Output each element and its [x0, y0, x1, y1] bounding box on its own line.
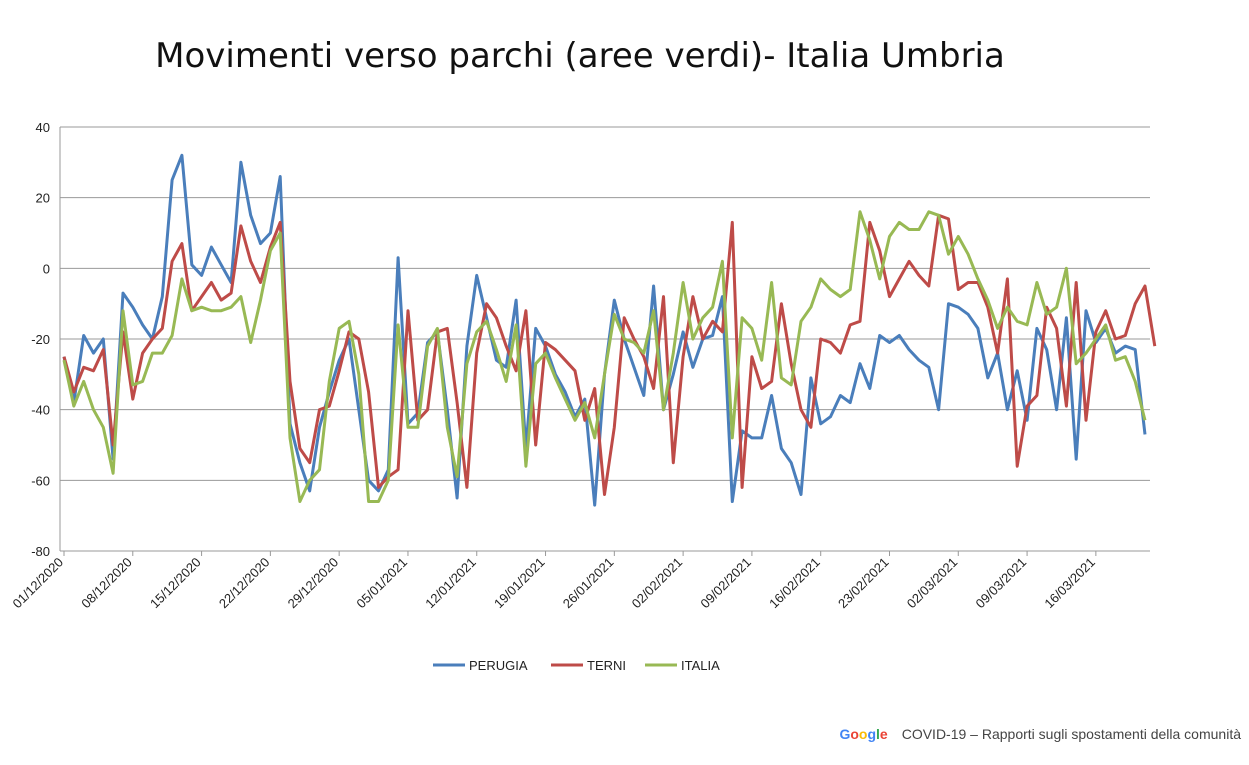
x-tick-label: 05/01/2021 [353, 555, 410, 612]
y-tick-label: -40 [31, 403, 50, 418]
x-tick-label: 02/03/2021 [904, 555, 961, 612]
legend-label-perugia: PERUGIA [469, 658, 528, 673]
y-tick-label: -20 [31, 332, 50, 347]
x-tick-label: 26/01/2021 [560, 555, 617, 612]
y-tick-label: 0 [43, 261, 50, 276]
legend: PERUGIA TERNI ITALIA [433, 658, 720, 673]
x-tick-label: 08/12/2020 [78, 555, 135, 612]
x-tick-label: 09/03/2021 [973, 555, 1030, 612]
x-tick-label: 09/02/2021 [697, 555, 754, 612]
google-logo: Google [839, 726, 888, 742]
x-tick-label: 12/01/2021 [422, 555, 479, 612]
x-tick-label: 16/02/2021 [766, 555, 823, 612]
grid-lines [60, 126, 1150, 552]
y-tick-label: 20 [36, 191, 50, 206]
chart-title: Movimenti verso parchi (aree verdi)- Ita… [155, 36, 1005, 76]
series-line-perugia [62, 153, 1147, 507]
x-tick-label: 29/12/2020 [285, 555, 342, 612]
series-lines [62, 153, 1157, 507]
y-tick-label: -60 [31, 473, 50, 488]
y-tick-label: -80 [31, 544, 50, 559]
x-tick-label: 23/02/2021 [835, 555, 892, 612]
series-line-terni [62, 213, 1157, 496]
legend-label-italia: ITALIA [681, 658, 720, 673]
x-tick-label: 01/12/2020 [9, 555, 66, 612]
series-line-italia [62, 210, 1147, 503]
x-tick-labels: 01/12/2020 08/12/2020 15/12/2020 22/12/2020… [9, 551, 1098, 612]
x-tick-label: 16/03/2021 [1041, 555, 1098, 612]
x-tick-label: 19/01/2021 [491, 555, 548, 612]
y-tick-label: 40 [36, 120, 50, 135]
y-tick-labels: 40 20 0 -20 -40 -60 -80 [31, 120, 50, 559]
footer: Google COVID-19 – Rapporti sugli spostame… [839, 726, 1241, 742]
legend-label-terni: TERNI [587, 658, 626, 673]
x-tick-label: 22/12/2020 [216, 555, 273, 612]
footer-text: COVID-19 – Rapporti sugli spostamenti de… [901, 726, 1241, 742]
x-tick-label: 02/02/2021 [629, 555, 686, 612]
x-tick-label: 15/12/2020 [147, 555, 204, 612]
